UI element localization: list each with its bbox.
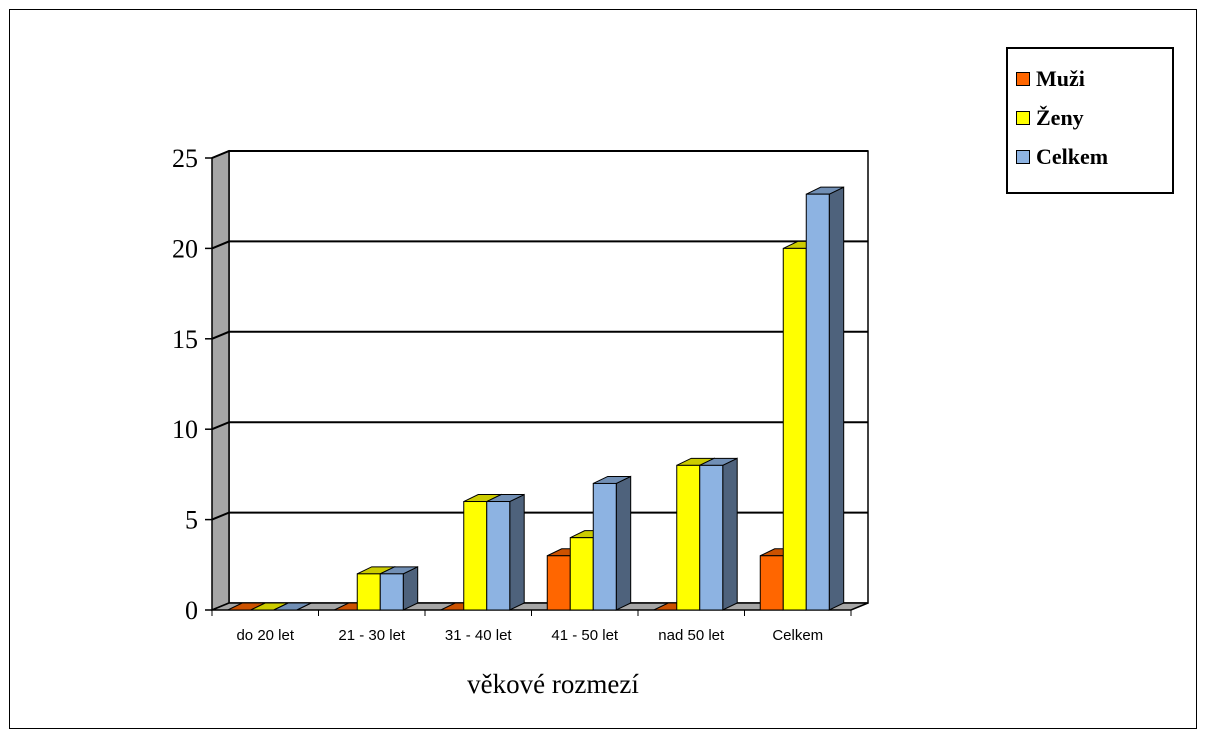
x-axis-label: věkové rozmezí bbox=[467, 669, 639, 699]
x-tick-label: Celkem bbox=[772, 627, 823, 644]
bar bbox=[486, 501, 511, 611]
gridline bbox=[211, 511, 868, 521]
bar bbox=[463, 501, 488, 611]
gridline bbox=[211, 150, 868, 159]
x-tick-label: 21 - 30 let bbox=[338, 627, 406, 644]
y-tick-label: 15 bbox=[172, 325, 198, 354]
bar bbox=[356, 573, 381, 611]
bar-side bbox=[828, 186, 845, 611]
bar-side bbox=[615, 475, 632, 611]
x-tick-label: 31 - 40 let bbox=[445, 627, 513, 644]
legend-item-muzi: Muži bbox=[1016, 59, 1172, 98]
y-tick-label: 0 bbox=[185, 596, 198, 625]
y-tick-label: 10 bbox=[172, 415, 198, 444]
bar bbox=[699, 464, 724, 611]
legend-label-muzi: Muži bbox=[1036, 65, 1085, 91]
legend-swatch-celkem bbox=[1016, 149, 1030, 164]
bar bbox=[676, 464, 701, 611]
gridline bbox=[211, 330, 868, 340]
bar bbox=[759, 555, 784, 611]
bar bbox=[546, 555, 571, 611]
legend-label-zeny: Ženy bbox=[1036, 104, 1084, 130]
y-tick-label: 5 bbox=[185, 506, 198, 535]
y-tick-label: 25 bbox=[172, 144, 198, 173]
gridline bbox=[211, 421, 868, 431]
bar bbox=[379, 573, 404, 611]
x-tick-label: do 20 let bbox=[236, 627, 294, 644]
y-tick-label: 20 bbox=[172, 234, 198, 263]
legend-swatch-muzi bbox=[1016, 71, 1030, 86]
bar-side bbox=[509, 493, 525, 611]
bar-side bbox=[722, 457, 738, 611]
legend-swatch-zeny bbox=[1016, 110, 1030, 125]
bar bbox=[569, 537, 594, 611]
bar bbox=[805, 193, 830, 611]
x-tick-label: nad 50 let bbox=[658, 627, 725, 644]
gridline bbox=[211, 240, 868, 250]
x-tick-label: 41 - 50 let bbox=[551, 627, 619, 644]
bar bbox=[592, 482, 617, 611]
legend-label-celkem: Celkem bbox=[1036, 143, 1109, 169]
bar-top bbox=[273, 602, 312, 611]
side-wall bbox=[211, 149, 230, 612]
legend-item-celkem: Celkem bbox=[1016, 137, 1172, 176]
back-wall bbox=[228, 150, 869, 604]
legend-item-zeny: Ženy bbox=[1016, 98, 1172, 137]
bar bbox=[782, 247, 807, 611]
legend: Muži Ženy Celkem bbox=[1006, 47, 1174, 194]
